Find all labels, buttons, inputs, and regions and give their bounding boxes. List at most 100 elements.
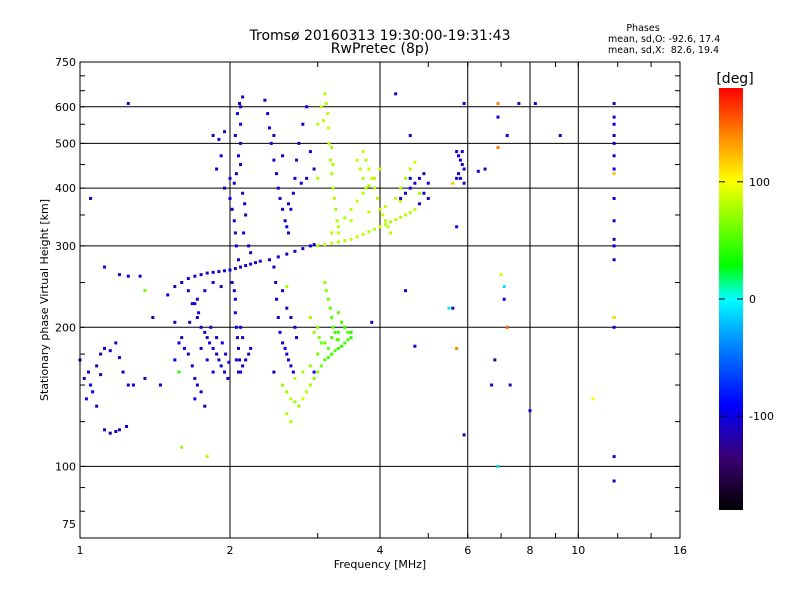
data-point <box>417 202 421 206</box>
data-point <box>203 289 207 293</box>
data-point <box>283 346 287 350</box>
data-point <box>455 346 459 350</box>
data-point <box>336 311 340 315</box>
data-point <box>293 376 297 380</box>
data-point <box>336 231 340 235</box>
data-point <box>89 196 93 200</box>
data-point <box>276 315 280 319</box>
data-point <box>117 273 121 277</box>
data-point <box>458 176 462 180</box>
data-point <box>361 232 365 236</box>
data-point <box>173 320 177 324</box>
data-point <box>103 346 107 350</box>
data-point <box>215 352 219 356</box>
data-point <box>323 281 327 285</box>
data-point <box>349 237 353 241</box>
x-tick-label: 16 <box>673 544 687 557</box>
data-point <box>272 158 276 162</box>
data-point <box>308 364 312 368</box>
data-point <box>239 141 243 145</box>
data-point <box>328 158 332 162</box>
data-point <box>316 370 320 374</box>
data-point <box>308 315 312 319</box>
data-point <box>173 358 177 362</box>
data-point <box>234 358 238 362</box>
data-point <box>219 285 223 289</box>
y-tick-label: 75 <box>62 518 76 531</box>
data-point <box>422 191 426 195</box>
data-point <box>193 302 197 306</box>
data-point <box>217 358 221 362</box>
data-point <box>234 244 238 248</box>
data-point <box>493 358 497 362</box>
data-point <box>249 251 253 255</box>
data-point <box>267 258 271 262</box>
data-point <box>361 191 365 195</box>
data-point <box>239 105 243 109</box>
data-point <box>274 281 278 285</box>
data-point <box>242 231 246 235</box>
data-point <box>326 297 330 301</box>
data-point <box>131 383 135 387</box>
data-point <box>319 105 323 109</box>
x-tick-label: 1 <box>77 544 84 557</box>
data-point <box>355 199 359 203</box>
data-point <box>236 258 240 262</box>
data-point <box>86 370 90 374</box>
data-point <box>205 271 209 275</box>
colorbar-tick-label: 0 <box>749 293 756 306</box>
data-point <box>297 404 301 408</box>
data-point <box>180 281 184 285</box>
data-point <box>103 428 107 432</box>
data-point <box>505 134 509 138</box>
data-point <box>394 218 398 222</box>
data-point <box>247 244 251 248</box>
data-point <box>508 383 512 387</box>
data-point <box>138 274 142 278</box>
x-tick-label: 6 <box>464 544 471 557</box>
data-point <box>278 196 282 200</box>
data-point <box>203 330 207 334</box>
y-axis-label: Stationary phase Virtual Height [km] <box>38 199 51 401</box>
data-point <box>312 370 316 374</box>
data-point <box>355 158 359 162</box>
data-point <box>308 150 312 154</box>
data-point <box>308 383 312 387</box>
data-point <box>235 112 239 116</box>
data-point <box>373 186 377 190</box>
data-point <box>330 352 334 356</box>
data-point <box>289 207 293 211</box>
data-point <box>370 176 374 180</box>
data-point <box>188 320 192 324</box>
data-point <box>403 213 407 217</box>
data-point <box>301 247 305 251</box>
data-point <box>223 130 227 134</box>
data-point <box>236 370 240 374</box>
data-point <box>244 358 248 362</box>
data-point <box>457 172 461 176</box>
data-point <box>151 315 155 319</box>
data-point <box>340 344 344 348</box>
data-point <box>301 122 305 126</box>
data-point <box>403 176 407 180</box>
data-point <box>228 268 232 272</box>
data-point <box>403 191 407 195</box>
y-tick-label: 500 <box>55 137 76 150</box>
data-point <box>312 376 316 380</box>
data-point <box>126 383 130 387</box>
data-point <box>275 172 279 176</box>
data-point <box>233 134 237 138</box>
data-point <box>126 101 130 105</box>
data-point <box>558 134 562 138</box>
data-point <box>378 225 382 229</box>
data-point <box>186 277 190 281</box>
data-point <box>324 101 328 105</box>
data-point <box>219 154 223 158</box>
data-point <box>326 356 330 360</box>
data-point <box>108 431 112 435</box>
data-point <box>117 428 121 432</box>
data-point <box>496 464 500 468</box>
data-point <box>331 325 335 329</box>
data-point <box>612 134 616 138</box>
